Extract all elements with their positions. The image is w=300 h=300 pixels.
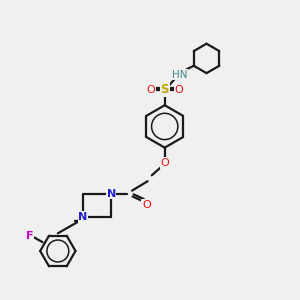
Text: HN: HN	[172, 70, 188, 80]
Text: N: N	[106, 189, 116, 199]
Text: O: O	[142, 200, 151, 210]
Text: F: F	[26, 231, 33, 241]
Text: O: O	[175, 85, 183, 95]
Text: O: O	[160, 158, 169, 168]
Text: O: O	[146, 85, 155, 95]
Text: N: N	[78, 212, 88, 222]
Text: S: S	[160, 83, 169, 96]
